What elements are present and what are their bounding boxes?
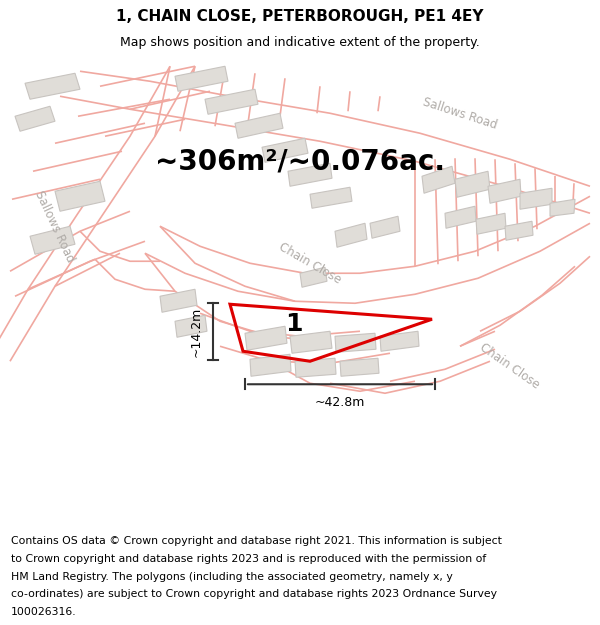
Text: Chain Close: Chain Close (277, 240, 343, 286)
Polygon shape (335, 223, 367, 248)
Polygon shape (25, 73, 80, 99)
Text: co-ordinates) are subject to Crown copyright and database rights 2023 Ordnance S: co-ordinates) are subject to Crown copyr… (11, 589, 497, 599)
Text: to Crown copyright and database rights 2023 and is reproduced with the permissio: to Crown copyright and database rights 2… (11, 554, 486, 564)
Polygon shape (30, 226, 75, 254)
Polygon shape (445, 206, 476, 228)
Text: ~306m²/~0.076ac.: ~306m²/~0.076ac. (155, 148, 445, 175)
Polygon shape (520, 188, 552, 209)
Polygon shape (55, 181, 105, 211)
Polygon shape (505, 221, 533, 240)
Text: Sallows Road: Sallows Road (421, 95, 499, 131)
Polygon shape (422, 166, 455, 193)
Text: ~42.8m: ~42.8m (315, 396, 365, 409)
Text: Contains OS data © Crown copyright and database right 2021. This information is : Contains OS data © Crown copyright and d… (11, 536, 502, 546)
Text: 100026316.: 100026316. (11, 608, 76, 618)
Polygon shape (175, 66, 228, 91)
Polygon shape (245, 326, 287, 350)
Text: ~14.2m: ~14.2m (190, 307, 203, 357)
Polygon shape (250, 354, 291, 376)
Polygon shape (295, 358, 336, 377)
Polygon shape (340, 358, 379, 376)
Text: 1, CHAIN CLOSE, PETERBOROUGH, PE1 4EY: 1, CHAIN CLOSE, PETERBOROUGH, PE1 4EY (116, 9, 484, 24)
Polygon shape (370, 216, 400, 238)
Polygon shape (488, 179, 521, 203)
Text: 1: 1 (285, 312, 302, 336)
Polygon shape (15, 106, 55, 131)
Polygon shape (235, 113, 283, 138)
Polygon shape (550, 199, 575, 216)
Polygon shape (205, 89, 258, 114)
Polygon shape (160, 289, 197, 312)
Polygon shape (380, 331, 419, 351)
Polygon shape (262, 138, 308, 162)
Text: Sallows Road: Sallows Road (33, 188, 77, 264)
Text: Map shows position and indicative extent of the property.: Map shows position and indicative extent… (120, 36, 480, 49)
Polygon shape (175, 315, 207, 338)
Text: Chain Close: Chain Close (478, 341, 542, 392)
Polygon shape (288, 163, 332, 186)
Polygon shape (300, 268, 327, 288)
Polygon shape (476, 213, 506, 234)
Polygon shape (310, 188, 352, 208)
Polygon shape (335, 333, 376, 352)
Polygon shape (455, 171, 490, 198)
Text: HM Land Registry. The polygons (including the associated geometry, namely x, y: HM Land Registry. The polygons (includin… (11, 571, 452, 581)
Polygon shape (290, 331, 332, 353)
